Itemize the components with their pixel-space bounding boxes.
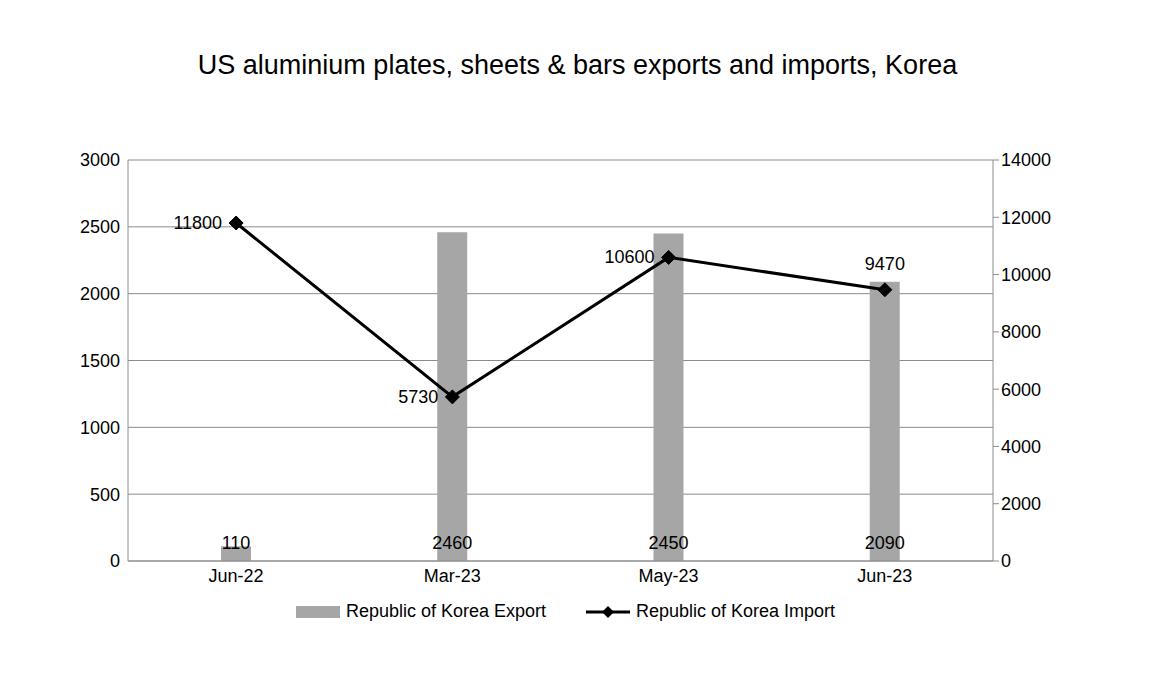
svg-text:1000: 1000 (80, 418, 120, 438)
svg-text:1500: 1500 (80, 351, 120, 371)
svg-text:2000: 2000 (1001, 494, 1041, 514)
svg-text:Jun-23: Jun-23 (857, 566, 912, 586)
svg-text:Mar-23: Mar-23 (424, 566, 481, 586)
svg-text:110: 110 (222, 533, 251, 553)
svg-text:8000: 8000 (1001, 322, 1041, 342)
svg-text:4000: 4000 (1001, 437, 1041, 457)
svg-text:2450: 2450 (648, 533, 688, 553)
html-text:Republic of Korea Export: Republic of Korea Export (345, 601, 546, 621)
svg-text:6000: 6000 (1001, 380, 1041, 400)
svg-text:Jun-22: Jun-22 (209, 566, 264, 586)
svg-text:500: 500 (90, 485, 120, 505)
html-text:Republic of Korea Import: Republic of Korea Import (636, 601, 836, 621)
svg-text:2090: 2090 (865, 533, 905, 553)
svg-text:12000: 12000 (1001, 208, 1051, 228)
svg-text:10600: 10600 (605, 247, 655, 267)
svg-text:5730: 5730 (398, 387, 438, 407)
svg-text:2500: 2500 (80, 217, 120, 237)
svg-text:11800: 11800 (173, 213, 222, 233)
svg-text:0: 0 (1001, 551, 1011, 571)
svg-text:2460: 2460 (432, 533, 472, 553)
svg-text:10000: 10000 (1001, 265, 1051, 285)
svg-text:14000: 14000 (1001, 150, 1051, 170)
svg-text:9470: 9470 (865, 254, 905, 274)
svg-text:3000: 3000 (80, 150, 120, 170)
svg-text:2000: 2000 (80, 284, 120, 304)
svg-text:May-23: May-23 (639, 566, 699, 586)
html-text:US aluminium plates, sheets &: US aluminium plates, sheets & bars expor… (197, 50, 958, 80)
svg-text:0: 0 (110, 551, 120, 571)
